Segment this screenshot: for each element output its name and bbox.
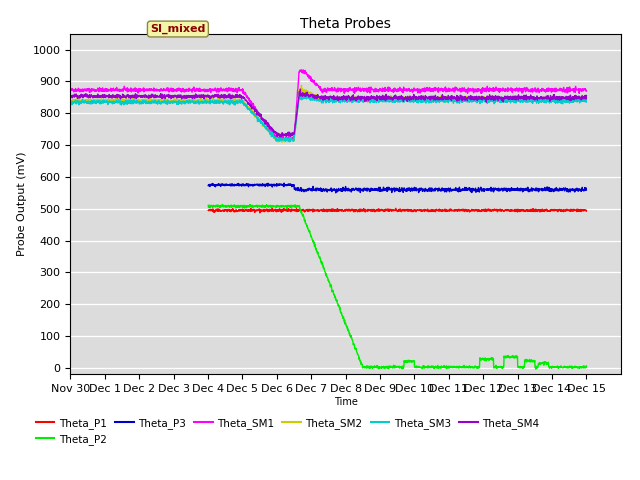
Theta_P1	[568, 208, 575, 214]
Theta_SM3	[582, 99, 590, 105]
Theta_SM3	[568, 99, 576, 105]
Theta_SM2	[278, 139, 285, 145]
Theta_SM2	[318, 95, 326, 101]
Line: Theta_P2: Theta_P2	[208, 204, 586, 369]
Theta_SM1	[289, 137, 296, 143]
Theta_SM4	[93, 95, 100, 100]
Line: Theta_SM2: Theta_SM2	[70, 85, 586, 142]
Theta_SM1	[318, 88, 326, 94]
Theta_P1	[317, 207, 325, 213]
Theta_P1	[582, 208, 590, 214]
Y-axis label: Probe Output (mV): Probe Output (mV)	[17, 152, 27, 256]
Legend: Theta_P1, Theta_P2, Theta_P3, Theta_SM1, Theta_SM2, Theta_SM3, Theta_SM4: Theta_P1, Theta_P2, Theta_P3, Theta_SM1,…	[31, 414, 543, 449]
Theta_P2	[582, 363, 590, 369]
Theta_SM3	[304, 95, 312, 101]
Theta_P1	[304, 208, 312, 214]
Theta_SM4	[273, 134, 281, 140]
Theta_SM4	[474, 97, 481, 103]
Theta_SM1	[568, 87, 576, 93]
Theta_SM1	[67, 86, 74, 92]
Theta_SM4	[568, 96, 575, 102]
Theta_SM4	[582, 93, 590, 98]
Theta_SM2	[298, 83, 305, 88]
Theta_SM1	[568, 87, 575, 93]
Theta_P2	[473, 364, 481, 370]
Line: Theta_SM4: Theta_SM4	[70, 89, 586, 137]
Line: Theta_P3: Theta_P3	[208, 183, 586, 193]
Theta_SM3	[474, 98, 481, 104]
Theta_P3	[582, 187, 590, 192]
Theta_SM4	[296, 86, 304, 92]
Theta_SM2	[474, 97, 481, 103]
Line: Theta_SM3: Theta_SM3	[70, 95, 586, 142]
Theta_SM1	[304, 74, 312, 80]
Theta_SM2	[582, 96, 590, 101]
Theta_SM3	[286, 139, 294, 145]
Theta_P3	[317, 188, 325, 193]
Theta_SM1	[474, 89, 481, 95]
Theta_SM2	[568, 99, 576, 105]
Theta_SM4	[318, 94, 326, 99]
Theta_SM2	[93, 98, 100, 104]
Theta_SM3	[318, 99, 326, 105]
Theta_SM4	[67, 95, 74, 100]
Theta_P2	[567, 364, 575, 370]
Theta_SM4	[568, 95, 576, 100]
Theta_P2	[568, 364, 575, 370]
Theta_P1	[567, 208, 575, 214]
Theta_P1	[473, 207, 481, 213]
Theta_P3	[568, 186, 575, 192]
Theta_P3	[473, 188, 481, 193]
Theta_SM2	[568, 96, 575, 102]
Theta_SM2	[67, 98, 74, 104]
Theta_P3	[304, 186, 312, 192]
Line: Theta_P1: Theta_P1	[208, 208, 586, 213]
Theta_SM3	[67, 100, 74, 106]
Theta_SM1	[298, 67, 305, 72]
Theta_SM3	[93, 98, 100, 104]
Theta_P2	[317, 258, 325, 264]
Theta_SM4	[304, 93, 312, 98]
X-axis label: Time: Time	[333, 397, 358, 407]
Theta_SM3	[296, 92, 303, 98]
Theta_P3	[567, 186, 575, 192]
Line: Theta_SM1: Theta_SM1	[70, 70, 586, 140]
Theta_SM3	[568, 97, 575, 103]
Theta_SM2	[304, 89, 312, 95]
Title: Theta Probes: Theta Probes	[300, 17, 391, 31]
Text: SI_mixed: SI_mixed	[150, 24, 205, 34]
Theta_SM1	[93, 87, 100, 93]
Theta_SM1	[582, 88, 590, 94]
Theta_P2	[304, 225, 312, 231]
